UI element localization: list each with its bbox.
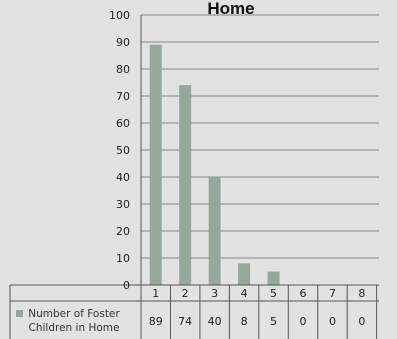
y-tick-label-80: 80 bbox=[116, 63, 130, 76]
x-tick-label-8: 8 bbox=[358, 287, 365, 300]
y-tick-label-0: 0 bbox=[123, 279, 130, 292]
bar-3 bbox=[208, 177, 221, 285]
x-tick-label-7: 7 bbox=[329, 287, 336, 300]
data-label-2: 74 bbox=[178, 315, 192, 328]
data-label-1: 89 bbox=[149, 315, 163, 328]
y-tick-label-100: 100 bbox=[109, 9, 130, 22]
x-tick-label-5: 5 bbox=[270, 287, 277, 300]
bar-1 bbox=[149, 44, 162, 286]
data-table: 1 89 2 74 3 40 4 8 5 5 6 0 7 0 8 0 Number of Foster Child… bbox=[9, 285, 379, 339]
x-tick-label-4: 4 bbox=[241, 287, 248, 300]
bars bbox=[149, 44, 280, 286]
gridlines bbox=[141, 14, 379, 259]
x-tick-label-3: 3 bbox=[211, 287, 218, 300]
y-tick-label-60: 60 bbox=[116, 117, 130, 130]
y-tick-label-50: 50 bbox=[116, 144, 130, 157]
data-label-4: 8 bbox=[241, 315, 248, 328]
y-tick-label-10: 10 bbox=[116, 252, 130, 265]
y-tick-label-20: 20 bbox=[116, 225, 130, 238]
x-tick-label-1: 1 bbox=[152, 287, 159, 300]
data-label-3: 40 bbox=[208, 315, 222, 328]
data-label-7: 0 bbox=[329, 315, 336, 328]
legend-swatch bbox=[16, 310, 23, 317]
y-tick-label-90: 90 bbox=[116, 36, 130, 49]
y-tick-labels: 0 10 20 30 40 50 60 70 80 90 100 bbox=[109, 9, 130, 292]
legend-label: Number of Foster Children in Home bbox=[28, 308, 120, 334]
bar-4 bbox=[238, 263, 251, 285]
chart-title: Home bbox=[207, 0, 254, 18]
y-tick-label-70: 70 bbox=[116, 90, 130, 103]
bar-5 bbox=[267, 271, 280, 285]
x-tick-label-2: 2 bbox=[182, 287, 189, 300]
data-label-6: 0 bbox=[300, 315, 307, 328]
y-tick-label-40: 40 bbox=[116, 171, 130, 184]
x-tick-label-6: 6 bbox=[300, 287, 307, 300]
data-label-8: 0 bbox=[358, 315, 365, 328]
data-label-5: 5 bbox=[270, 315, 277, 328]
bar-2 bbox=[179, 85, 192, 285]
y-tick-label-30: 30 bbox=[116, 198, 130, 211]
